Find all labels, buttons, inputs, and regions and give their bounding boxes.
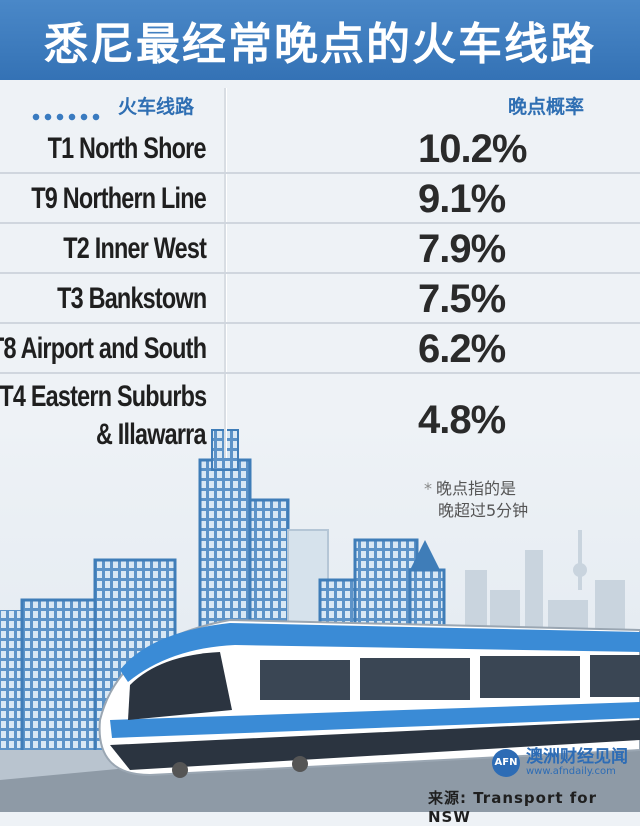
row-divider (0, 172, 640, 174)
route-name: T8 Airport and South (0, 332, 207, 365)
table-row: T2 Inner West 7.9% (0, 224, 640, 274)
table-row: T3 Bankstown 7.5% (0, 274, 640, 324)
route-name-line2: & Illawarra (96, 418, 207, 451)
row-divider (0, 222, 640, 224)
late-rate: 7.9% (418, 227, 506, 271)
row-divider (0, 322, 640, 324)
city-train-illustration (0, 420, 640, 812)
table-row: T9 Northern Line 9.1% (0, 174, 640, 224)
route-name: T9 Northern Line (31, 182, 207, 215)
column-header-rate: 晚点概率 (508, 96, 585, 118)
row-divider (0, 372, 640, 374)
publisher-logo: AFN 澳洲财经见闻 www.afndaily.com (492, 748, 628, 777)
page-title: 悉尼最经常晚点的火车线路 (44, 19, 596, 70)
table-row: T1 North Shore 10.2% (0, 124, 640, 174)
route-name: T3 Bankstown (56, 282, 207, 315)
table-row: T4 Eastern Suburbs & Illawarra 4.8% (0, 374, 640, 458)
logo-badge: AFN (492, 748, 520, 777)
title-banner (0, 0, 640, 80)
dots-decoration (30, 113, 104, 121)
footnote: * 晚点指的是 晚超过5分钟 (424, 478, 528, 522)
logo-name: 澳洲财经见闻 (526, 747, 628, 767)
footnote-line1: 晚点指的是 (436, 479, 517, 498)
row-divider (0, 272, 640, 274)
route-name: T4 Eastern Suburbs (0, 380, 207, 413)
late-rate: 6.2% (418, 327, 506, 371)
footnote-line2: 晚超过5分钟 (438, 501, 529, 520)
asterisk-icon: * (424, 479, 432, 498)
table-row: T8 Airport and South 6.2% (0, 324, 640, 374)
late-rate: 7.5% (418, 277, 506, 321)
column-header-route: 火车线路 (118, 96, 195, 118)
route-name: T2 Inner West (63, 232, 207, 265)
late-rate: 9.1% (418, 177, 506, 221)
late-rate: 4.8% (418, 398, 506, 442)
logo-url: www.afndaily.com (526, 766, 616, 777)
source-credit: 来源: Transport for NSW (428, 789, 597, 826)
late-rate: 10.2% (418, 127, 527, 171)
route-name: T1 North Shore (47, 132, 207, 165)
